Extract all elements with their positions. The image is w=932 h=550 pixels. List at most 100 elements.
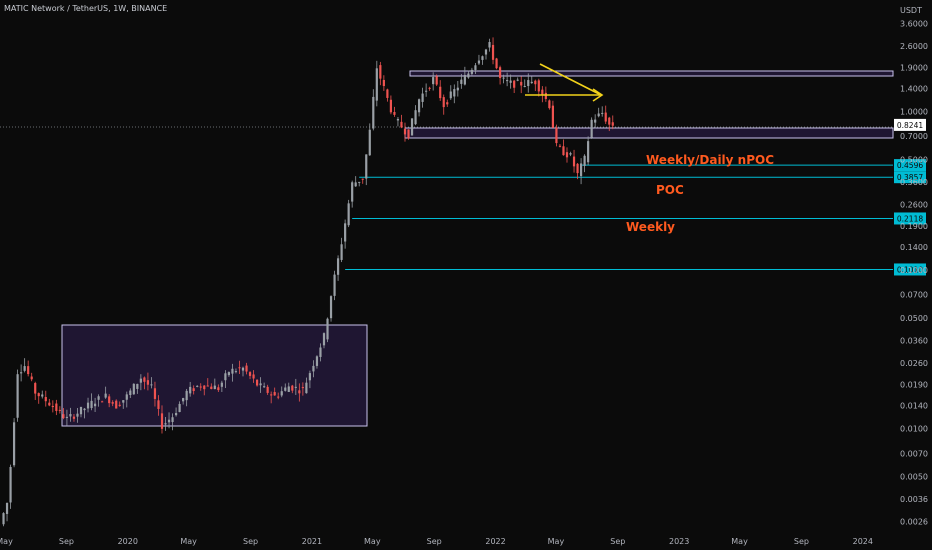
candle-body [558, 145, 562, 147]
candle-body [182, 398, 185, 402]
candle-body [58, 409, 61, 411]
x-tick-label: Sep [243, 537, 258, 546]
candle-body [509, 80, 512, 83]
candle-body [132, 383, 135, 395]
support-zone-box [404, 127, 894, 139]
y-tick-label: 0.3600 [900, 178, 928, 187]
level-price-pill [894, 263, 926, 276]
candle-body [449, 91, 452, 99]
candle-body [255, 379, 259, 386]
x-tick-label: 2024 [853, 537, 873, 546]
candle-body [101, 401, 104, 403]
candle-body [224, 373, 227, 381]
candle-body [108, 396, 111, 404]
last-price-label: 0.8241 [897, 121, 923, 130]
candle-body [238, 367, 241, 369]
candle-body [122, 400, 125, 403]
candle-body [372, 96, 375, 129]
candle-body [213, 385, 216, 390]
candle-body [129, 390, 132, 396]
candle-body [481, 56, 484, 60]
candle-body [83, 408, 86, 411]
candle-body [537, 80, 540, 92]
y-tick-label: 0.0140 [900, 402, 928, 411]
candle-body [231, 368, 234, 374]
x-tick-label: 2022 [485, 537, 505, 546]
candle-body [203, 385, 206, 390]
candle-body [136, 383, 139, 389]
candle-body [308, 373, 312, 381]
candle-body [220, 382, 223, 387]
level-price-label: 0.4596 [897, 161, 923, 170]
x-tick-label: May [548, 537, 565, 546]
candle-body [474, 65, 477, 70]
candle-body [30, 376, 33, 380]
candle-body [439, 86, 442, 99]
trend-arrow-down [539, 63, 602, 96]
candle-body [206, 385, 209, 387]
candle-body [192, 388, 195, 392]
candle-body [435, 76, 438, 85]
candle-body [414, 110, 417, 125]
candle-body [407, 129, 410, 139]
candle-body [62, 414, 65, 419]
candle-body [37, 393, 40, 397]
candle-body [294, 386, 297, 388]
level-price-label: 0.1010 [897, 265, 923, 274]
y-tick-label: 0.0050 [900, 472, 928, 481]
annotation-weekly-daily-npoc: Weekly/Daily nPOC [646, 153, 774, 167]
candle-body [86, 402, 90, 409]
candle-body [139, 378, 142, 383]
y-tick-label: 0.0360 [900, 337, 928, 346]
candle-body [463, 74, 466, 85]
candle-body [484, 49, 488, 55]
candle-body [467, 73, 470, 78]
candle-body [266, 386, 269, 393]
candle-body [389, 99, 393, 113]
candle-body [425, 90, 428, 92]
candle-body [523, 86, 526, 88]
candle-body [153, 388, 157, 399]
candle-body [365, 154, 368, 179]
level-price-label: 0.2118 [897, 214, 923, 223]
candle-body [301, 387, 304, 389]
candle-body [241, 367, 245, 371]
candle-body [277, 396, 280, 398]
candle-body [164, 423, 167, 425]
candle-body [263, 386, 266, 388]
candle-body [590, 119, 593, 138]
candle-body [587, 141, 590, 163]
candle-body [217, 387, 220, 391]
candle-body [527, 80, 530, 87]
candle-body [456, 87, 459, 91]
candle-body [291, 385, 294, 391]
candle-body [534, 80, 537, 85]
x-tick-label: May [0, 537, 13, 546]
y-tick-label: 0.0100 [900, 425, 928, 434]
candle-body [248, 372, 252, 376]
last-price-pill [894, 118, 926, 131]
candle-body [329, 296, 333, 319]
candle-body [488, 42, 491, 48]
candle-body [333, 274, 336, 296]
y-tick-label: 0.1400 [900, 243, 928, 252]
candle-body [280, 391, 283, 396]
candle-body [167, 419, 171, 423]
candle-body [23, 366, 26, 371]
x-tick-label: Sep [59, 537, 74, 546]
candle-body [340, 244, 343, 260]
candle-body [453, 89, 456, 97]
candle-body [351, 182, 354, 202]
annotation-poc: POC [656, 183, 684, 197]
level-price-pill [894, 212, 926, 225]
candle-body [544, 92, 547, 99]
candle-body [347, 203, 350, 226]
candle-body [361, 178, 364, 180]
y-tick-label: 0.7000 [900, 132, 928, 141]
candle-body [601, 112, 604, 114]
candle-body [495, 58, 498, 69]
y-tick-label: 0.1900 [900, 222, 928, 231]
candle-body [386, 89, 389, 98]
